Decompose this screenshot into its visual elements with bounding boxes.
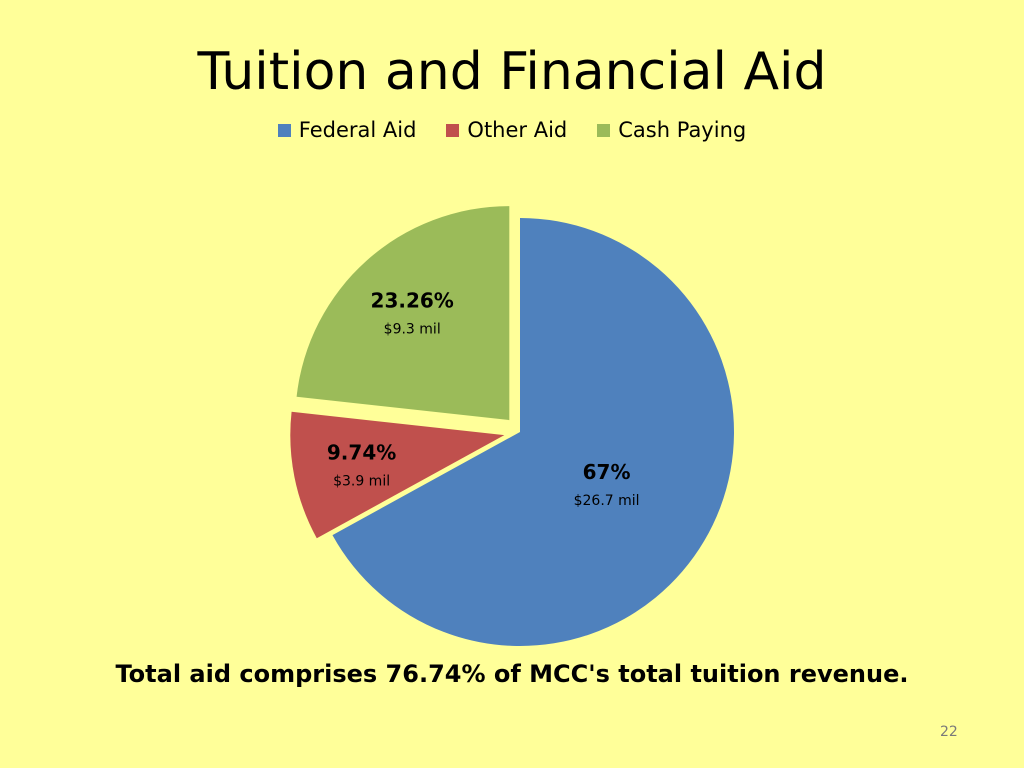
- page-title: Tuition and Financial Aid: [197, 42, 827, 102]
- legend-item-other-aid: Other Aid: [446, 118, 567, 142]
- legend-label-cash-paying: Cash Paying: [618, 118, 747, 142]
- slice-percent-label: 23.26%: [371, 289, 454, 313]
- slice-percent-label: 67%: [583, 460, 631, 484]
- slice-amount-label: $9.3 mil: [384, 322, 441, 338]
- pie-slice-other-aid: [290, 411, 505, 539]
- pie-slice-federal-aid: [332, 218, 735, 647]
- legend-label-other-aid: Other Aid: [467, 118, 568, 142]
- summary-text: Total aid comprises 76.74% of MCC's tota…: [115, 660, 909, 688]
- slice-percent-label: 9.74%: [327, 441, 396, 465]
- pie-slice-cash-paying: [296, 206, 510, 421]
- slice-amount-label: $26.7 mil: [574, 493, 640, 509]
- chart-legend: Federal Aid Other Aid Cash Paying: [0, 118, 1024, 142]
- legend-item-cash-paying: Cash Paying: [597, 118, 746, 142]
- legend-swatch-federal-aid: [277, 123, 291, 137]
- legend-swatch-other-aid: [446, 123, 460, 137]
- page-number: 22: [940, 724, 958, 740]
- legend-label-federal-aid: Federal Aid: [298, 118, 417, 142]
- legend-item-federal-aid: Federal Aid: [277, 118, 417, 142]
- legend-swatch-cash-paying: [597, 123, 611, 137]
- slice-amount-label: $3.9 mil: [333, 474, 390, 490]
